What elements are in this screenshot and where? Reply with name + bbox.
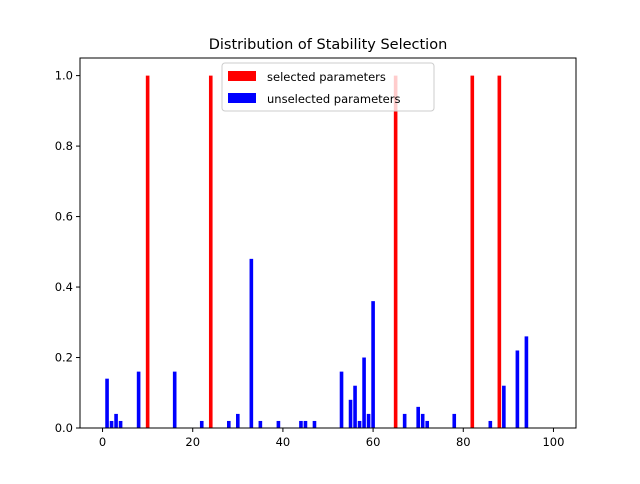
bar <box>357 420 362 428</box>
bar <box>249 258 254 428</box>
chart-title: Distribution of Stability Selection <box>209 37 448 53</box>
bar <box>488 420 493 428</box>
legend-swatch <box>228 93 256 103</box>
series-1-bars <box>105 258 529 428</box>
bar <box>276 420 281 428</box>
legend-swatch <box>228 71 256 81</box>
bar <box>416 406 420 428</box>
y-tick-label: 0.6 <box>55 210 73 224</box>
x-tick-label: 60 <box>366 435 381 449</box>
bar <box>312 420 317 428</box>
bar <box>371 301 375 428</box>
bar <box>362 357 366 428</box>
bar <box>236 413 240 428</box>
bar <box>109 420 114 428</box>
bar <box>118 420 123 428</box>
x-tick-label: 20 <box>185 435 200 449</box>
y-tick-label: 1.0 <box>55 69 73 83</box>
bar <box>208 75 213 429</box>
bar <box>227 420 231 428</box>
legend-label: unselected parameters <box>267 92 400 106</box>
bar <box>452 413 457 428</box>
y-tick-label: 0.0 <box>55 421 73 435</box>
bar <box>105 378 109 428</box>
bar <box>114 413 118 428</box>
x-tick-label: 80 <box>456 435 471 449</box>
bar <box>303 420 308 428</box>
bar <box>366 413 371 428</box>
bar <box>470 75 475 429</box>
bar <box>145 75 150 429</box>
bar <box>136 371 141 428</box>
bar <box>524 336 529 428</box>
bar <box>348 399 353 428</box>
x-tick-label: 40 <box>276 435 291 449</box>
y-tick-label: 0.8 <box>55 139 73 153</box>
bar <box>353 385 357 428</box>
axes-layer: 0 20 40 60 80 100 0.0 0.2 0.4 0.6 0.8 1.0 <box>55 57 577 449</box>
plot-frame <box>79 57 577 429</box>
x-tick-label: 0 <box>99 435 106 449</box>
series-0-bars <box>145 75 502 429</box>
bar <box>420 413 425 428</box>
bar <box>339 371 344 428</box>
bar <box>299 420 303 428</box>
x-tick-label: 100 <box>542 435 564 449</box>
bar <box>515 350 520 428</box>
bars-layer <box>105 75 529 429</box>
bar <box>425 420 430 428</box>
chart-legend: selected parameters unselected parameters <box>221 62 435 112</box>
bar <box>258 420 263 428</box>
y-tick-label: 0.4 <box>55 280 73 294</box>
bar <box>402 413 407 428</box>
legend-label: selected parameters <box>267 70 386 84</box>
legend-box <box>221 62 435 112</box>
bar <box>502 385 506 428</box>
bar <box>497 75 502 429</box>
y-tick-label: 0.2 <box>55 351 73 365</box>
bar <box>199 420 204 428</box>
bar <box>393 75 398 429</box>
bar <box>172 371 177 428</box>
